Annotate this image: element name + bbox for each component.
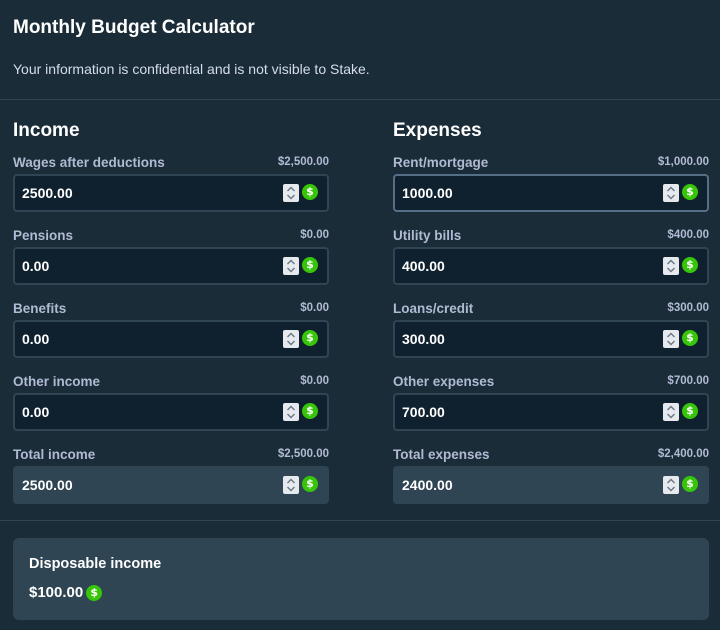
number-spinner-icon[interactable]: [283, 403, 299, 421]
input-value[interactable]: 0.00: [22, 404, 50, 420]
disposable-income-row: $100.00 $: [29, 584, 103, 602]
wages-field: Wages after deductions $2,500.00 2500.00…: [13, 155, 329, 221]
number-spinner-icon[interactable]: [283, 184, 299, 202]
field-label: Pensions: [13, 228, 74, 243]
disposable-income-label: Disposable income: [29, 556, 162, 572]
number-spinner-icon[interactable]: [663, 403, 679, 421]
page-title: Monthly Budget Calculator: [13, 17, 255, 38]
field-amount: $1,000.00: [657, 156, 709, 168]
field-amount: $2,500.00: [277, 448, 329, 460]
field-amount: $0.00: [300, 375, 329, 387]
field-amount: $0.00: [300, 229, 329, 241]
field-label: Loans/credit: [393, 301, 474, 316]
other-income-input[interactable]: 0.00 $: [13, 393, 329, 431]
number-spinner-icon: [283, 476, 299, 494]
field-label: Rent/mortgage: [393, 155, 489, 170]
dollar-coin-icon: $: [682, 403, 698, 419]
number-spinner-icon[interactable]: [283, 257, 299, 275]
field-label: Utility bills: [393, 228, 462, 243]
number-spinner-icon: [663, 476, 679, 494]
field-label: Other expenses: [393, 374, 495, 389]
dollar-coin-icon: $: [302, 330, 318, 346]
field-amount: $2,500.00: [277, 156, 329, 168]
total-income-input: 2500.00 $: [13, 466, 329, 504]
dollar-coin-icon: $: [302, 476, 318, 492]
input-value[interactable]: 1000.00: [402, 185, 453, 201]
header: Monthly Budget Calculator Your informati…: [0, 0, 720, 100]
number-spinner-icon[interactable]: [283, 330, 299, 348]
field-amount: $700.00: [667, 375, 709, 387]
disposable-income-panel: Disposable income $100.00 $: [13, 538, 709, 620]
income-heading: Income: [13, 120, 80, 141]
input-value[interactable]: 300.00: [402, 331, 445, 347]
field-amount: $0.00: [300, 302, 329, 314]
expenses-heading: Expenses: [393, 120, 482, 141]
pensions-field: Pensions $0.00 0.00 $: [13, 228, 329, 294]
dollar-coin-icon: $: [302, 403, 318, 419]
field-label: Other income: [13, 374, 101, 389]
dollar-coin-icon: $: [682, 330, 698, 346]
other-expenses-field: Other expenses $700.00 700.00 $: [393, 374, 709, 440]
loans-credit-field: Loans/credit $300.00 300.00 $: [393, 301, 709, 367]
disposable-income-value: $100.00: [29, 584, 84, 602]
number-spinner-icon[interactable]: [663, 184, 679, 202]
field-label: Wages after deductions: [13, 155, 165, 170]
dollar-coin-icon: $: [682, 184, 698, 200]
dollar-coin-icon: $: [682, 476, 698, 492]
dollar-coin-icon: $: [86, 584, 103, 601]
utility-bills-field: Utility bills $400.00 400.00 $: [393, 228, 709, 294]
total-expenses-field: Total expenses $2,400.00 2400.00 $: [393, 447, 709, 513]
pensions-input[interactable]: 0.00 $: [13, 247, 329, 285]
dollar-coin-icon: $: [682, 257, 698, 273]
other-income-field: Other income $0.00 0.00 $: [13, 374, 329, 440]
loans-credit-input[interactable]: 300.00 $: [393, 320, 709, 358]
wages-input[interactable]: 2500.00 $: [13, 174, 329, 212]
total-expenses-input: 2400.00 $: [393, 466, 709, 504]
input-value: 2400.00: [402, 477, 453, 493]
input-value[interactable]: 0.00: [22, 258, 50, 274]
rent-input[interactable]: 1000.00 $: [393, 174, 709, 212]
field-label: Total income: [13, 447, 96, 462]
dollar-coin-icon: $: [302, 184, 318, 200]
total-income-field: Total income $2,500.00 2500.00 $: [13, 447, 329, 513]
section-divider: [0, 520, 720, 521]
benefits-field: Benefits $0.00 0.00 $: [13, 301, 329, 367]
number-spinner-icon[interactable]: [663, 257, 679, 275]
field-amount: $400.00: [667, 229, 709, 241]
field-label: Benefits: [13, 301, 67, 316]
number-spinner-icon[interactable]: [663, 330, 679, 348]
utility-bills-input[interactable]: 400.00 $: [393, 247, 709, 285]
benefits-input[interactable]: 0.00 $: [13, 320, 329, 358]
field-amount: $300.00: [667, 302, 709, 314]
input-value[interactable]: 400.00: [402, 258, 445, 274]
dollar-coin-icon: $: [302, 257, 318, 273]
input-value[interactable]: 0.00: [22, 331, 50, 347]
input-value[interactable]: 2500.00: [22, 185, 73, 201]
confidentiality-notice: Your information is confidential and is …: [13, 61, 370, 77]
other-expenses-input[interactable]: 700.00 $: [393, 393, 709, 431]
input-value[interactable]: 700.00: [402, 404, 445, 420]
field-amount: $2,400.00: [657, 448, 709, 460]
field-label: Total expenses: [393, 447, 490, 462]
rent-field: Rent/mortgage $1,000.00 1000.00 $: [393, 155, 709, 221]
input-value: 2500.00: [22, 477, 73, 493]
